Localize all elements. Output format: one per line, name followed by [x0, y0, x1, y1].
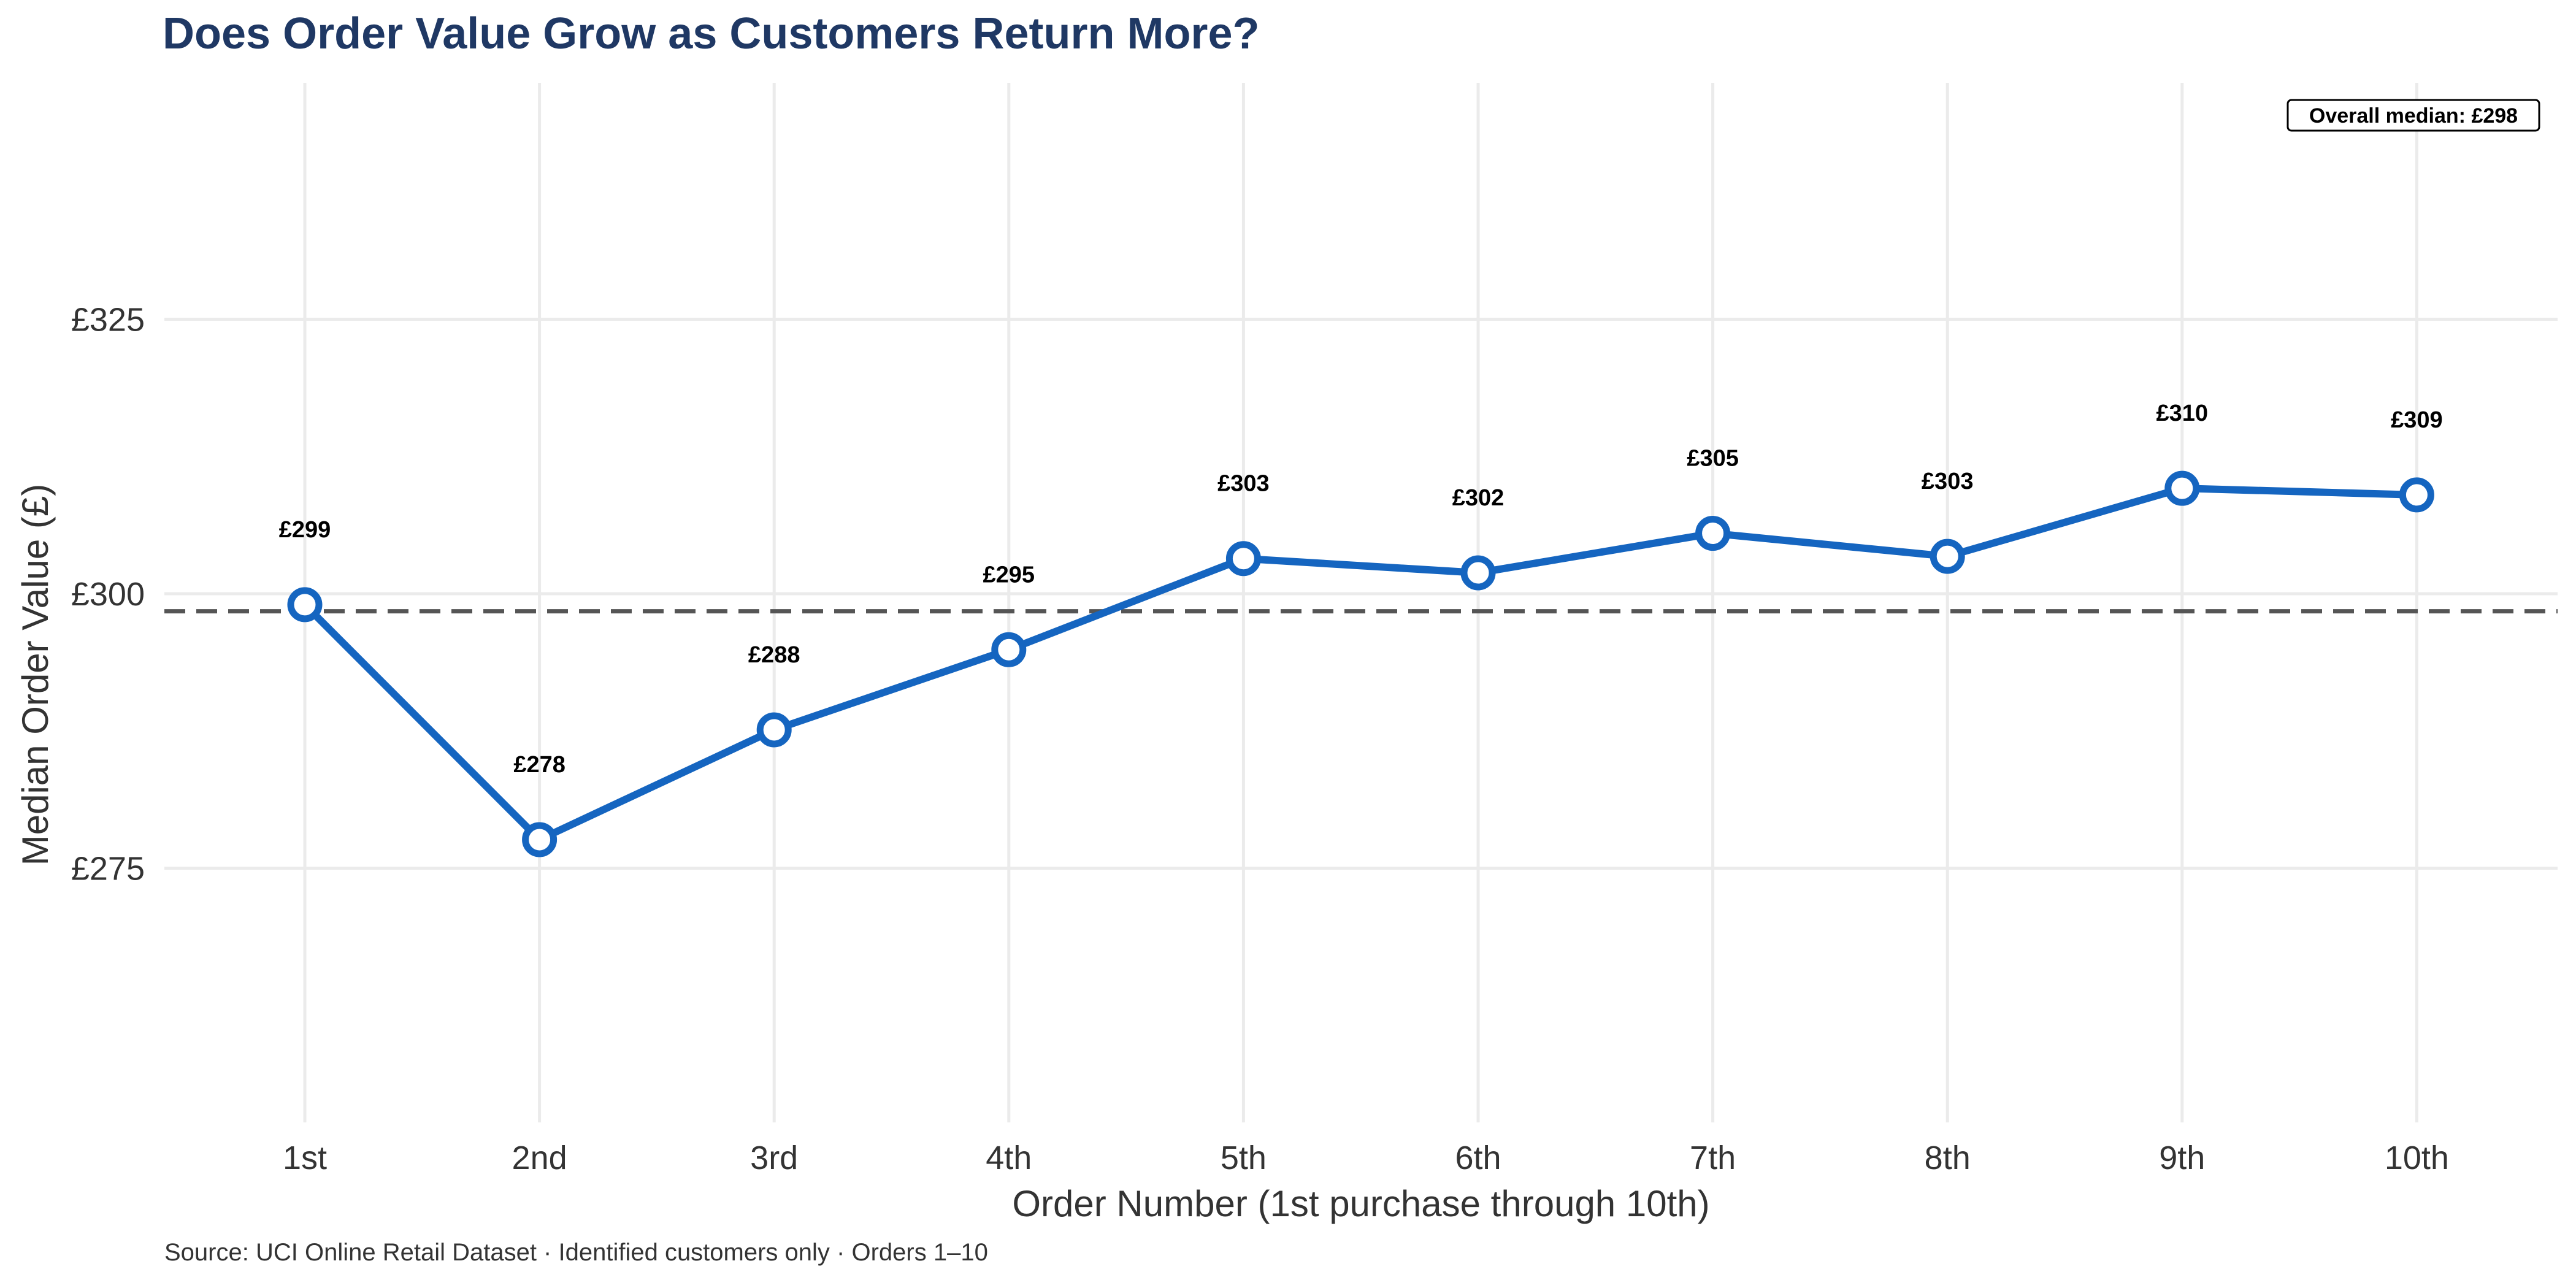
x-tick-label: 8th: [1925, 1140, 1971, 1176]
overall-median-label: Overall median: £298: [2309, 104, 2518, 128]
data-point: [1930, 539, 1965, 574]
data-labels: £299 £278 £288 £295 £303 £302 £305 £303 £310 £309: [279, 401, 2443, 778]
chart-title: Does Order Value Grow as Customers Retur…: [163, 9, 1260, 58]
x-tick-label: 7th: [1690, 1140, 1736, 1176]
data-label: £299: [279, 517, 331, 543]
data-label: £305: [1687, 446, 1739, 472]
x-tick-label: 6th: [1455, 1140, 1501, 1176]
data-point: [756, 712, 792, 748]
y-tick-label: £300: [71, 576, 145, 613]
data-label: £288: [748, 642, 800, 668]
x-axis-title: Order Number (1st purchase through 10th): [1012, 1183, 1709, 1224]
series-group: [287, 470, 2434, 857]
y-tick-label: £325: [71, 302, 145, 339]
reference-line-group: Overall median: £298: [164, 99, 2558, 614]
data-point: [1460, 555, 1496, 591]
axis-labels: 1st 2nd 3rd 4th 5th 6th 7th 8th 9th 10th £275 £300 £…: [71, 302, 2449, 1177]
x-tick-label: 9th: [2159, 1140, 2205, 1176]
source-note: Source: UCI Online Retail Dataset · Iden…: [164, 1239, 988, 1266]
grid-lines: [164, 83, 2558, 1122]
data-point: [991, 632, 1027, 667]
data-point: [1225, 541, 1261, 577]
x-tick-label: 1st: [283, 1140, 327, 1176]
data-label: £278: [513, 752, 565, 778]
data-label: £303: [1922, 469, 1974, 494]
data-label: £303: [1217, 471, 1270, 497]
overall-median-label-box: [2287, 99, 2540, 132]
data-label: £310: [2156, 401, 2209, 426]
x-tick-label: 4th: [986, 1140, 1032, 1176]
data-point: [287, 587, 323, 623]
x-tick-label: 10th: [2385, 1140, 2449, 1176]
x-tick-label: 3rd: [750, 1140, 798, 1176]
data-point: [2399, 477, 2434, 513]
data-point: [1695, 516, 1731, 551]
data-label: £302: [1452, 485, 1505, 511]
data-point: [522, 822, 558, 857]
data-label: £309: [2391, 407, 2443, 433]
data-label: £295: [983, 562, 1035, 588]
series-line: [301, 485, 2421, 843]
y-tick-label: £275: [71, 851, 145, 887]
x-tick-label: 2nd: [512, 1140, 567, 1176]
x-tick-label: 5th: [1221, 1140, 1267, 1176]
data-point: [2164, 470, 2200, 506]
y-axis-title: Median Order Value (£): [15, 484, 56, 866]
